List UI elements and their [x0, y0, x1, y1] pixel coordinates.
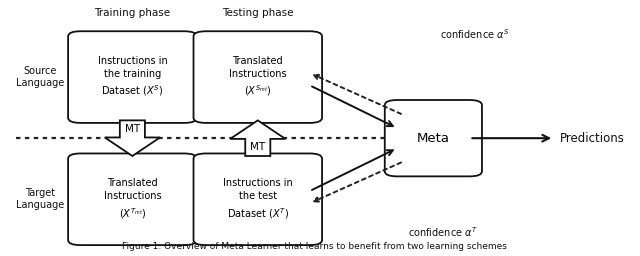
- FancyBboxPatch shape: [193, 31, 322, 123]
- Text: Training phase: Training phase: [94, 8, 170, 18]
- FancyBboxPatch shape: [68, 31, 196, 123]
- Text: Instructions in
the training
Dataset ($X^S$): Instructions in the training Dataset ($X…: [97, 56, 167, 98]
- FancyArrowPatch shape: [314, 163, 401, 201]
- Text: Predictions: Predictions: [561, 132, 625, 145]
- Polygon shape: [230, 120, 285, 156]
- Text: Translated
Instructions
($X^{S_{mt}}$): Translated Instructions ($X^{S_{mt}}$): [229, 56, 287, 98]
- FancyArrowPatch shape: [314, 75, 401, 114]
- FancyBboxPatch shape: [385, 100, 482, 176]
- FancyBboxPatch shape: [68, 153, 196, 245]
- FancyBboxPatch shape: [193, 153, 322, 245]
- Polygon shape: [105, 120, 160, 156]
- Text: confidence $\alpha^S$: confidence $\alpha^S$: [440, 27, 509, 41]
- Text: MT: MT: [125, 124, 140, 134]
- Text: Figure 1: Overview of Meta Learner that learns to benefit from two learning sche: Figure 1: Overview of Meta Learner that …: [122, 242, 507, 251]
- Text: Meta: Meta: [417, 132, 450, 145]
- Text: Testing phase: Testing phase: [222, 8, 294, 18]
- Text: MT: MT: [250, 142, 266, 153]
- Text: Target
Language: Target Language: [17, 188, 65, 210]
- Text: confidence $\alpha^T$: confidence $\alpha^T$: [408, 226, 478, 239]
- Text: Instructions in
the test
Dataset ($X^T$): Instructions in the test Dataset ($X^T$): [223, 178, 292, 221]
- Text: Translated
Instructions
($X^{T_{mt}}$): Translated Instructions ($X^{T_{mt}}$): [104, 178, 161, 221]
- Text: Source
Language: Source Language: [17, 66, 65, 88]
